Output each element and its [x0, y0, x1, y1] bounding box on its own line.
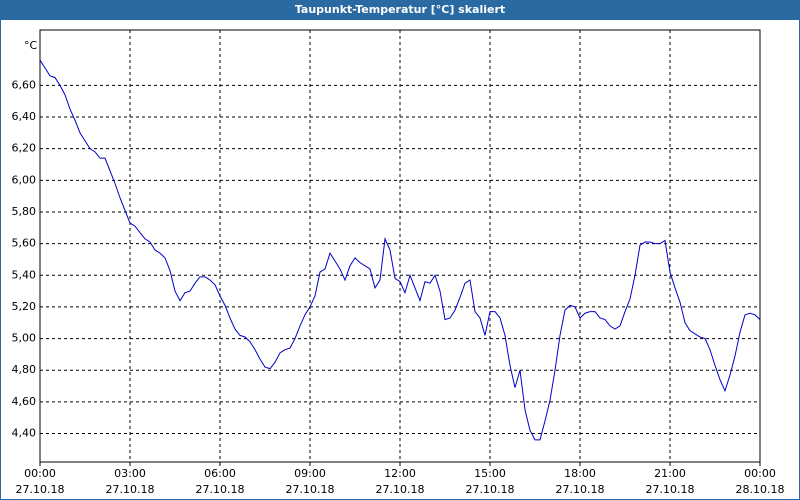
- x-tick-label: 21:00: [654, 467, 686, 480]
- x-tick-label: 00:00: [744, 467, 776, 480]
- y-tick-label: 6,60: [12, 78, 37, 91]
- x-tick-label: 03:00: [114, 467, 146, 480]
- x-tick-label: 27.10.18: [646, 483, 695, 496]
- y-tick-label: 4,40: [12, 427, 37, 440]
- x-tick-label: 15:00: [474, 467, 506, 480]
- y-tick-label: 6,40: [12, 110, 37, 123]
- x-tick-label: 27.10.18: [376, 483, 425, 496]
- title-bar: [0, 0, 800, 20]
- x-tick-label: 28.10.18: [736, 483, 785, 496]
- y-tick-label: 4,80: [12, 363, 37, 376]
- x-tick-label: 27.10.18: [286, 483, 335, 496]
- x-tick-label: 06:00: [204, 467, 236, 480]
- y-tick-label: 4,60: [12, 395, 37, 408]
- y-tick-label: 5,40: [12, 268, 37, 281]
- x-tick-label: 12:00: [384, 467, 416, 480]
- y-tick-label: 5,60: [12, 237, 37, 250]
- y-tick-label: 5,20: [12, 300, 37, 313]
- chart-title: Taupunkt-Temperatur [°C] skaliert: [295, 3, 505, 16]
- x-tick-label: 27.10.18: [16, 483, 65, 496]
- y-unit: °C: [24, 39, 38, 52]
- x-tick-label: 27.10.18: [106, 483, 155, 496]
- x-tick-label: 27.10.18: [466, 483, 515, 496]
- x-tick-label: 27.10.18: [556, 483, 605, 496]
- data-line: [39, 59, 761, 441]
- y-tick-label: 6,20: [12, 142, 37, 155]
- x-tick-label: 27.10.18: [196, 483, 245, 496]
- x-tick-label: 18:00: [564, 467, 596, 480]
- y-tick-label: 5,80: [12, 205, 37, 218]
- x-tick-label: 09:00: [294, 467, 326, 480]
- y-tick-label: 6,00: [12, 173, 37, 186]
- x-tick-label: 00:00: [24, 467, 56, 480]
- y-tick-label: 5,00: [12, 332, 37, 345]
